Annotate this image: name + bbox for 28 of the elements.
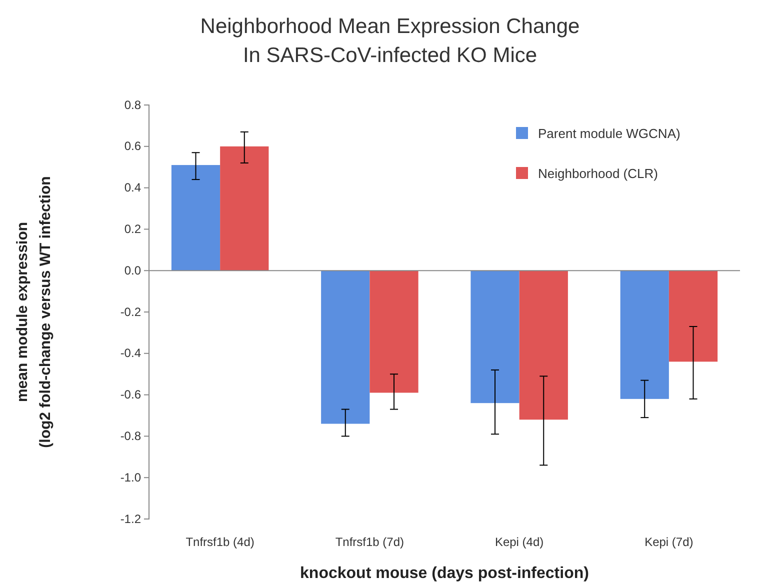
bar (620, 270, 669, 399)
bar (171, 165, 220, 271)
y-tick-label: -1.0 (120, 470, 142, 484)
y-tick-label: 0.4 (124, 180, 142, 195)
x-tick-label: Tnfrsf1b (7d) (335, 535, 404, 549)
bar (519, 270, 568, 420)
y-axis-title: mean module expression (log2 fold-change versus WT infection (14, 176, 54, 448)
legend-label: Parent module WGCNA) (538, 126, 680, 141)
bar (220, 146, 269, 271)
chart-title: Neighborhood Mean Expression Change In SARS-CoV-infected KO Mice (200, 15, 580, 67)
x-tick-label: Kepi (7d) (644, 535, 694, 549)
x-axis-title: knockout mouse (days post-infection) (300, 565, 589, 582)
x-tick-label: Kepi (4d) (494, 535, 544, 549)
y-tick-label: -0.6 (120, 388, 142, 402)
y-tick-label: 0.6 (124, 139, 142, 154)
y-tick-label: 0.0 (124, 263, 142, 278)
bar (470, 270, 520, 404)
y-tick-label: -0.8 (120, 429, 142, 444)
bar (668, 270, 718, 362)
y-tick-label: -0.4 (120, 346, 142, 360)
legend-label: Neighborhood (CLR) (538, 166, 658, 181)
y-tick-label: -0.2 (120, 304, 142, 319)
y-tick-label: 0.2 (124, 222, 142, 236)
y-tick-label: -1.2 (120, 512, 142, 526)
x-tick-label: Tnfrsf1b (4d) (186, 535, 254, 549)
y-tick-label: 0.8 (124, 98, 142, 112)
bar (321, 270, 370, 424)
bar (370, 270, 418, 393)
